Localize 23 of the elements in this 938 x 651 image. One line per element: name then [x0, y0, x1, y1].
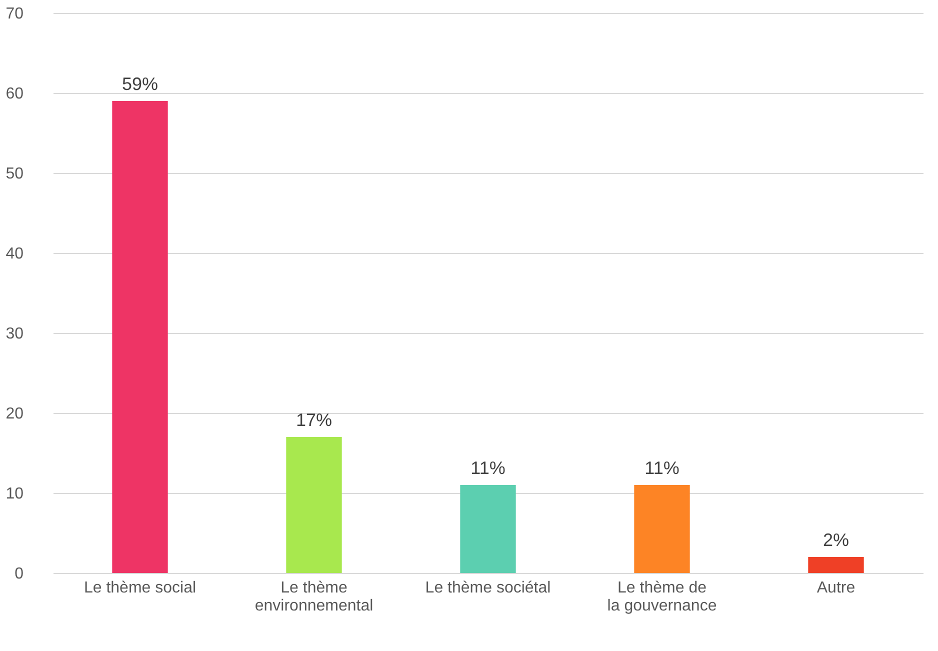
data-label: 59%: [122, 74, 158, 94]
bar: [112, 101, 168, 573]
y-tick-label: 50: [6, 166, 24, 182]
bar: [460, 485, 516, 573]
y-tick-label: 40: [6, 246, 24, 262]
y-tick-label: 60: [6, 86, 24, 102]
x-tick-label: Le thème de la gouvernance: [607, 580, 717, 614]
bar: [634, 485, 690, 573]
data-label: 2%: [822, 530, 850, 550]
x-tick-label: Le thème social: [84, 580, 196, 596]
bar: [808, 557, 864, 573]
x-tick-label: Le thème environnemental: [254, 580, 374, 614]
y-tick-label: 10: [6, 486, 24, 502]
x-tick-label: Autre: [816, 580, 856, 596]
x-tick-label: Le thème sociétal: [425, 580, 551, 596]
data-label: 11%: [470, 458, 506, 478]
data-label: 17%: [296, 410, 332, 430]
y-tick-label: 20: [6, 406, 24, 422]
y-tick-label: 70: [6, 6, 24, 22]
bar: [286, 437, 342, 573]
y-tick-label: 30: [6, 326, 24, 342]
y-tick-label: 0: [14, 566, 24, 582]
data-label: 11%: [644, 458, 680, 478]
